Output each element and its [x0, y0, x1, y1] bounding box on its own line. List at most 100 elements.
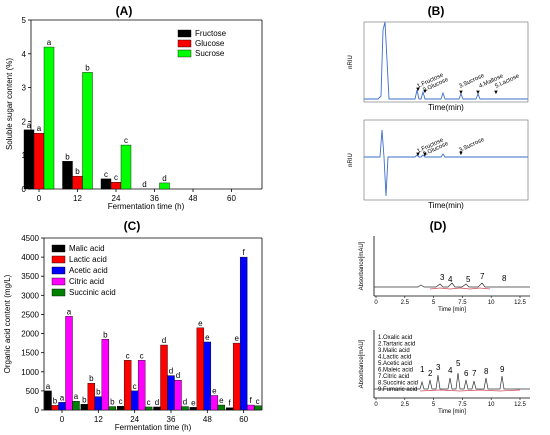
- peak-marker: ▼: [458, 151, 464, 157]
- significance-letter: d: [155, 398, 159, 407]
- x-tick-label: 60: [239, 415, 248, 424]
- legend-label: Sucrose: [195, 49, 225, 58]
- legend-label: Fructose: [195, 29, 227, 38]
- bar: [239, 256, 248, 411]
- chrom-d1-x-label: Time [min]: [438, 307, 466, 313]
- sugar-x-label: Fermentation time (h): [108, 202, 185, 211]
- panel-label-b: (B): [428, 4, 445, 18]
- y-tick-label: 5: [22, 16, 27, 25]
- bar: [72, 175, 83, 190]
- y-tick-label: 3000: [21, 291, 39, 300]
- peak-label: 1: [420, 365, 425, 374]
- y-tick-label: 2500: [21, 310, 39, 319]
- chrom-b2-x-label: Time(min): [428, 201, 464, 210]
- peak-marker: ▼: [422, 89, 428, 95]
- legend-swatch: [51, 288, 66, 297]
- chrom-d2-trace: [374, 372, 530, 390]
- bar: [120, 144, 132, 190]
- significance-letter: b: [96, 388, 101, 397]
- sugar-standard-chromatogram: nRIU Time(min) 1.Fructose▼ 2.Glucose▼3.Su…: [348, 21, 529, 112]
- x-tick-label: 0: [374, 300, 378, 306]
- bar: [196, 327, 205, 411]
- x-tick-label: 60: [227, 194, 236, 203]
- significance-letter: c: [140, 351, 144, 360]
- x-tick-label: 48: [203, 415, 212, 424]
- chrom-b1-trace: [364, 21, 528, 100]
- bar: [167, 375, 175, 411]
- chrom-b1-frame: [363, 21, 529, 103]
- legend-swatch: [51, 244, 66, 253]
- legend-swatch: [177, 29, 192, 38]
- significance-letter: c: [133, 382, 137, 391]
- peak-label: 6: [464, 369, 469, 378]
- significance-letter: a: [47, 38, 52, 47]
- bar: [123, 360, 132, 411]
- significance-letter: f: [250, 396, 253, 405]
- legend-label: Succinic acid: [69, 288, 116, 297]
- significance-letter: c: [124, 136, 128, 145]
- significance-letter: e: [191, 398, 196, 407]
- chrom-d2-trace-red: [419, 389, 521, 392]
- bar: [137, 360, 146, 411]
- significance-letter: d: [162, 174, 166, 183]
- significance-letter: b: [85, 63, 90, 72]
- bar: [189, 407, 198, 411]
- sugar-bar-chart: Soluble sugar content (%) Fermentation t…: [5, 16, 263, 211]
- bar: [44, 390, 52, 411]
- bar: [72, 401, 80, 411]
- x-tick-label: 0: [60, 415, 65, 424]
- x-tick-label: 10: [488, 402, 495, 408]
- significance-letter: b: [103, 330, 108, 339]
- panel-label-a: (A): [116, 4, 133, 18]
- bar: [82, 72, 93, 190]
- chrom-b1-x-label: Time(min): [428, 103, 464, 112]
- legend-label: Lactic acid: [69, 255, 107, 264]
- x-tick-label: 24: [130, 415, 139, 424]
- y-tick-label: 3: [22, 84, 27, 93]
- x-tick-label: 7.5: [458, 300, 467, 306]
- bar: [51, 405, 59, 411]
- peak-label: 5: [456, 359, 461, 368]
- significance-letter: e: [234, 334, 239, 343]
- chrom-b1-y-label: nRIU: [348, 55, 354, 69]
- x-tick-label: 48: [189, 194, 198, 203]
- chrom-d1-y-label: Absorbance[mAU]: [359, 241, 365, 290]
- significance-letter: b: [75, 167, 80, 176]
- legend-swatch: [177, 49, 192, 58]
- peak-label: 9: [500, 365, 505, 374]
- acid-standard-legend-item: 7.Citric acid: [378, 374, 409, 380]
- panel-label-d: (D): [430, 219, 447, 233]
- acid-bar-chart: Organic acid content (mg/L) Fermentation…: [3, 234, 263, 432]
- bar: [94, 396, 103, 411]
- x-tick-label: 12.5: [514, 402, 526, 408]
- acid-y-label: Organic acid content (mg/L): [3, 274, 12, 373]
- y-tick-label: 0: [35, 406, 40, 415]
- chrom-d1-trace-red: [429, 287, 491, 290]
- legend-label: Acetic acid: [69, 266, 108, 275]
- x-tick-label: 24: [112, 194, 121, 203]
- y-tick-label: 4500: [21, 234, 39, 243]
- significance-letter: a: [27, 121, 32, 130]
- significance-letter: d: [183, 398, 187, 407]
- significance-letter: e: [205, 333, 210, 342]
- y-tick-label: 1000: [21, 368, 39, 377]
- y-tick-label: 4: [22, 50, 27, 59]
- bar: [144, 406, 153, 411]
- x-tick-label: 2.5: [401, 300, 410, 306]
- chrom-d2-y-label: Absorbance[mAU]: [359, 339, 365, 388]
- x-tick-label: 36: [150, 194, 159, 203]
- peak-marker: ▼: [493, 90, 499, 96]
- peak-label: 4: [448, 275, 453, 284]
- acid-standard-legend-item: 1.Oxalic acid: [378, 335, 412, 341]
- bar: [101, 339, 110, 411]
- acid-x-label: Fermentation time (h): [115, 423, 192, 432]
- acid-sample-chromatogram: Absorbance[mAU] Time [min] 1 23 456 7 8 90 2.5…: [359, 330, 530, 415]
- significance-letter: a: [60, 393, 65, 402]
- x-tick-label: 5: [432, 300, 436, 306]
- legend-swatch: [51, 266, 66, 275]
- bar: [217, 404, 226, 411]
- acid-standard-legend-item: 4.Lactic acid: [378, 355, 411, 361]
- bar: [65, 316, 73, 411]
- significance-letter: f: [229, 399, 232, 408]
- x-tick-label: 5: [432, 402, 436, 408]
